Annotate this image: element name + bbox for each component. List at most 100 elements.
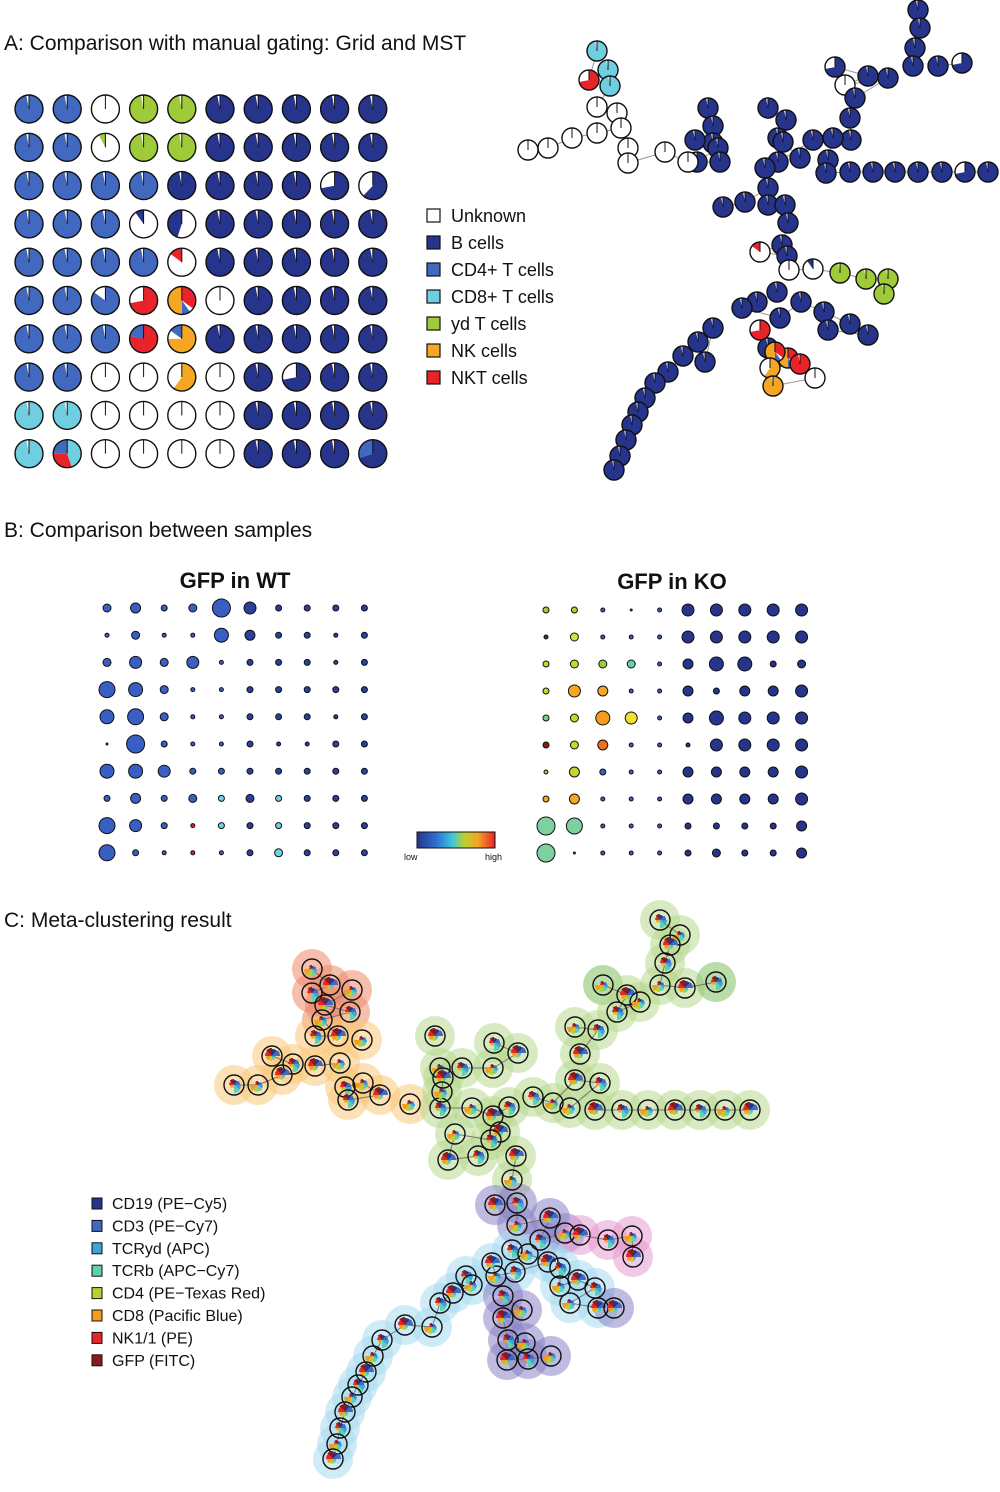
meta-node bbox=[442, 1282, 464, 1304]
ko-bubble bbox=[710, 766, 722, 778]
meta-node bbox=[347, 1374, 369, 1396]
ko-bubble bbox=[628, 688, 634, 694]
grid-pie bbox=[52, 285, 82, 316]
ko-bubble bbox=[685, 742, 691, 748]
meta-node bbox=[351, 1029, 373, 1051]
wt-bubble bbox=[160, 604, 168, 612]
grid-pie bbox=[205, 247, 235, 277]
mst-node bbox=[954, 161, 976, 183]
ko-bubble bbox=[657, 661, 663, 667]
meta-node bbox=[304, 1025, 326, 1047]
mst-node bbox=[931, 161, 953, 183]
wt-bubble bbox=[332, 604, 340, 612]
meta-node bbox=[362, 1345, 384, 1367]
grid-pie bbox=[52, 362, 82, 392]
mst-node bbox=[902, 55, 924, 77]
mst-node bbox=[804, 367, 826, 389]
wt-bubble bbox=[217, 794, 225, 802]
grid-pie bbox=[128, 247, 159, 277]
marker-label: TCRyd (APC) bbox=[112, 1241, 210, 1258]
ko-bubble bbox=[565, 817, 583, 835]
meta-node bbox=[311, 1009, 333, 1031]
ko-bubble bbox=[657, 607, 663, 613]
wt-bubble bbox=[190, 687, 196, 693]
ko-bubble bbox=[795, 603, 809, 617]
mst-node bbox=[672, 345, 694, 367]
grid-pie bbox=[205, 362, 235, 392]
grid-pie bbox=[90, 324, 121, 354]
meta-node bbox=[314, 994, 336, 1016]
ko-bubble bbox=[600, 850, 606, 856]
wt-bubble bbox=[275, 686, 283, 694]
meta-node bbox=[540, 1345, 562, 1367]
grid-pie bbox=[358, 94, 388, 124]
wt-bubble bbox=[218, 687, 224, 693]
ko-bubble bbox=[568, 766, 580, 778]
grid-pie bbox=[243, 170, 273, 201]
mst-node bbox=[857, 324, 879, 346]
mst-node bbox=[817, 319, 839, 341]
meta-node bbox=[480, 1129, 502, 1151]
grid-pie bbox=[319, 400, 350, 431]
grid-pie bbox=[90, 94, 121, 124]
meta-node bbox=[482, 1057, 504, 1079]
grid-pie bbox=[90, 362, 121, 392]
mst-node bbox=[561, 127, 583, 149]
mst-node bbox=[749, 319, 771, 341]
ko-bubble bbox=[657, 796, 663, 802]
mst-node bbox=[904, 37, 926, 59]
wt-bubble bbox=[99, 709, 115, 725]
mst-node bbox=[855, 268, 877, 290]
meta-node bbox=[437, 1149, 459, 1171]
mst-node bbox=[677, 151, 699, 173]
wt-bubble bbox=[333, 632, 339, 638]
ko-bubble bbox=[766, 603, 780, 617]
meta-node bbox=[247, 1074, 269, 1096]
grid-pie bbox=[167, 170, 197, 201]
meta-node bbox=[498, 1096, 520, 1118]
wt-bubble bbox=[99, 763, 115, 779]
marker-label: CD3 (PE−Cy7) bbox=[112, 1218, 218, 1235]
meta-node bbox=[567, 1269, 589, 1291]
grid-pie bbox=[205, 324, 235, 354]
ko-bubble bbox=[709, 630, 723, 644]
wt-bubble bbox=[275, 794, 283, 802]
grid-pie bbox=[167, 247, 197, 277]
scale-low-label: low bbox=[404, 852, 418, 862]
wt-bubble bbox=[332, 849, 340, 857]
mst-node bbox=[769, 307, 791, 329]
wt-bubble bbox=[360, 631, 368, 639]
ko-bubble bbox=[536, 843, 556, 863]
meta-node bbox=[539, 1207, 561, 1229]
ko-bubble bbox=[542, 606, 550, 614]
legend-swatch bbox=[426, 262, 441, 277]
grid-pie bbox=[358, 400, 388, 431]
wt-bubble bbox=[360, 686, 368, 694]
mst-node bbox=[702, 317, 724, 339]
ko-bubble bbox=[684, 849, 692, 857]
ko-bubble bbox=[795, 765, 809, 779]
legend-label: CD8+ T cells bbox=[451, 287, 554, 307]
marker-label: GFP (FITC) bbox=[112, 1353, 195, 1370]
ko-bubble bbox=[741, 849, 749, 857]
meta-node bbox=[592, 974, 614, 996]
wt-bubble bbox=[218, 659, 224, 665]
grid-pie bbox=[128, 209, 159, 239]
meta-node bbox=[621, 1225, 643, 1247]
mst-node bbox=[586, 40, 608, 62]
wt-bubble bbox=[360, 849, 368, 857]
meta-node bbox=[549, 1257, 571, 1279]
grid-pie bbox=[52, 247, 82, 277]
ko-bubble bbox=[708, 710, 724, 726]
mst-node bbox=[654, 141, 676, 163]
wt-bubble bbox=[275, 767, 283, 775]
ko-title: GFP in KO bbox=[617, 569, 727, 594]
meta-node bbox=[352, 1072, 374, 1094]
mst-node bbox=[537, 137, 559, 159]
mst-node bbox=[762, 375, 784, 397]
meta-node bbox=[421, 1316, 443, 1338]
ko-bubble bbox=[567, 684, 581, 698]
grid-pie bbox=[205, 439, 235, 469]
mst-node bbox=[789, 147, 811, 169]
meta-node bbox=[514, 1332, 536, 1354]
